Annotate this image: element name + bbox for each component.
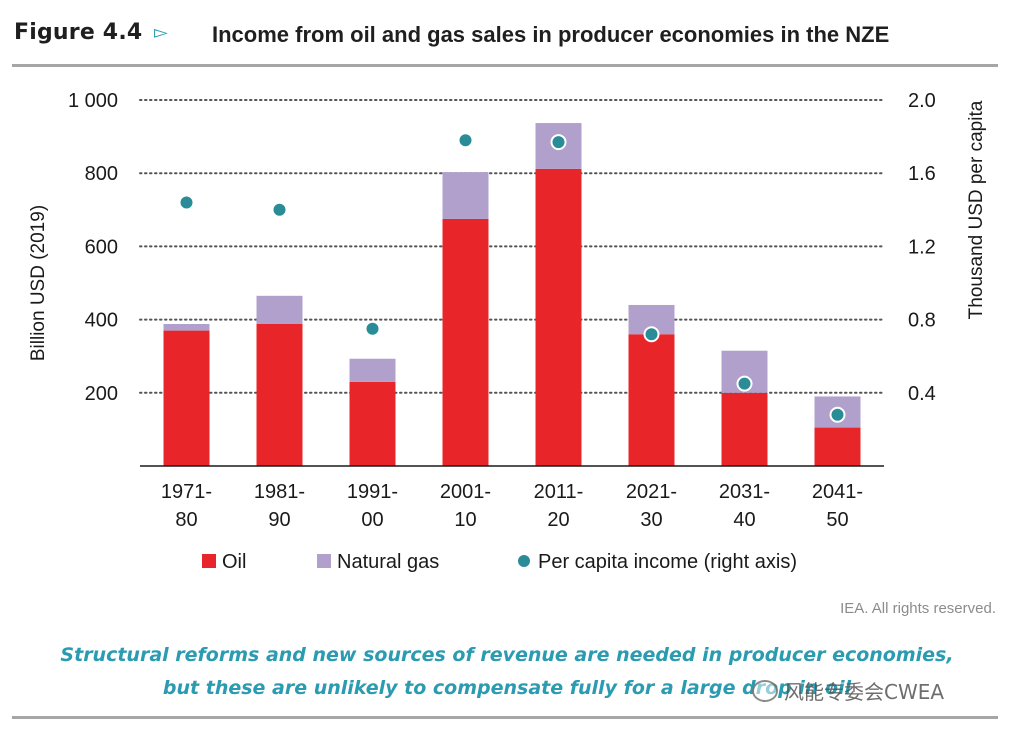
x-tick-label: 90 xyxy=(268,509,290,531)
point-per-capita xyxy=(829,406,846,423)
bar-oil xyxy=(814,427,861,466)
rights-notice: IEA. All rights reserved. xyxy=(840,600,996,617)
bar-natural-gas xyxy=(256,295,303,324)
top-rule xyxy=(12,64,998,67)
bar-oil xyxy=(163,330,210,466)
y-tick-label-right: 2.0 xyxy=(908,90,936,112)
y-axis-title-right: Thousand USD per capita xyxy=(966,100,987,319)
bar-natural-gas xyxy=(163,323,210,331)
x-tick-label: 2021- xyxy=(626,481,677,503)
x-tick-label: 20 xyxy=(547,509,569,531)
legend-label-gas: Natural gas xyxy=(337,551,439,573)
bar-oil xyxy=(721,392,768,466)
watermark-text: 风能专委会CWEA xyxy=(784,680,945,704)
chart: 200 400 600 800 1 000 0.4 0.8 1.2 1.6 2.0 Billion … xyxy=(28,90,987,573)
x-tick-label: 1981- xyxy=(254,481,305,503)
legend-label-per-capita: Per capita income (right axis) xyxy=(538,551,797,573)
caption-line-2: but these are unlikely to compensate ful… xyxy=(162,677,852,699)
point-per-capita xyxy=(736,375,753,392)
figure-header: Figure 4.4 ▻ Income from oil and gas sal… xyxy=(0,0,1014,70)
legend-swatch-oil xyxy=(202,554,216,568)
watermark: 风能专委会CWEA xyxy=(752,676,944,705)
x-tick-label: 2041- xyxy=(812,481,863,503)
y-tick-label-left: 800 xyxy=(85,163,118,185)
x-tick-label: 50 xyxy=(826,509,848,531)
x-tick-label: 1991- xyxy=(347,481,398,503)
point-per-capita xyxy=(550,134,567,151)
figure-arrow-icon: ▻ xyxy=(154,22,168,43)
bar-oil xyxy=(442,218,489,466)
y-tick-label-right: 1.2 xyxy=(908,236,936,258)
point-per-capita xyxy=(271,201,288,218)
bottom-rule xyxy=(12,716,998,719)
x-tick-label: 2011- xyxy=(534,481,584,503)
bar-oil xyxy=(628,334,675,466)
x-tick-label: 80 xyxy=(175,509,197,531)
legend-swatch-gas xyxy=(317,554,331,568)
figure-title: Income from oil and gas sales in produce… xyxy=(212,22,890,47)
y-axis-title-left: Billion USD (2019) xyxy=(28,205,49,361)
point-per-capita xyxy=(643,326,660,343)
y-tick-label-left: 1 000 xyxy=(68,90,118,112)
point-per-capita xyxy=(457,132,474,149)
legend-swatch-per-capita xyxy=(518,555,530,567)
bar-oil xyxy=(535,168,582,467)
bar-oil xyxy=(349,381,396,466)
y-tick-label-right: 0.8 xyxy=(908,310,936,332)
x-tick-label: 10 xyxy=(454,509,476,531)
point-per-capita xyxy=(178,194,195,211)
bar-natural-gas xyxy=(349,358,396,382)
y-tick-label-left: 200 xyxy=(85,383,118,405)
x-tick-label: 30 xyxy=(640,509,662,531)
legend-label-oil: Oil xyxy=(222,551,246,573)
x-tick-label: 1971- xyxy=(161,481,212,503)
y-tick-label-left: 400 xyxy=(85,310,118,332)
wechat-icon xyxy=(752,680,778,702)
bar-oil xyxy=(256,323,303,466)
y-tick-label-right: 0.4 xyxy=(908,383,936,405)
y-tick-label-left: 600 xyxy=(85,236,118,258)
x-tick-label: 00 xyxy=(361,509,383,531)
bar-natural-gas xyxy=(442,172,489,219)
figure-label: Figure 4.4 xyxy=(14,20,143,45)
x-tick-label: 2001- xyxy=(440,481,491,503)
x-tick-label: 2031- xyxy=(719,481,770,503)
point-per-capita xyxy=(364,320,381,337)
y-tick-label-right: 1.6 xyxy=(908,163,936,185)
caption-line-1: Structural reforms and new sources of re… xyxy=(60,644,954,666)
x-tick-label: 40 xyxy=(733,509,755,531)
